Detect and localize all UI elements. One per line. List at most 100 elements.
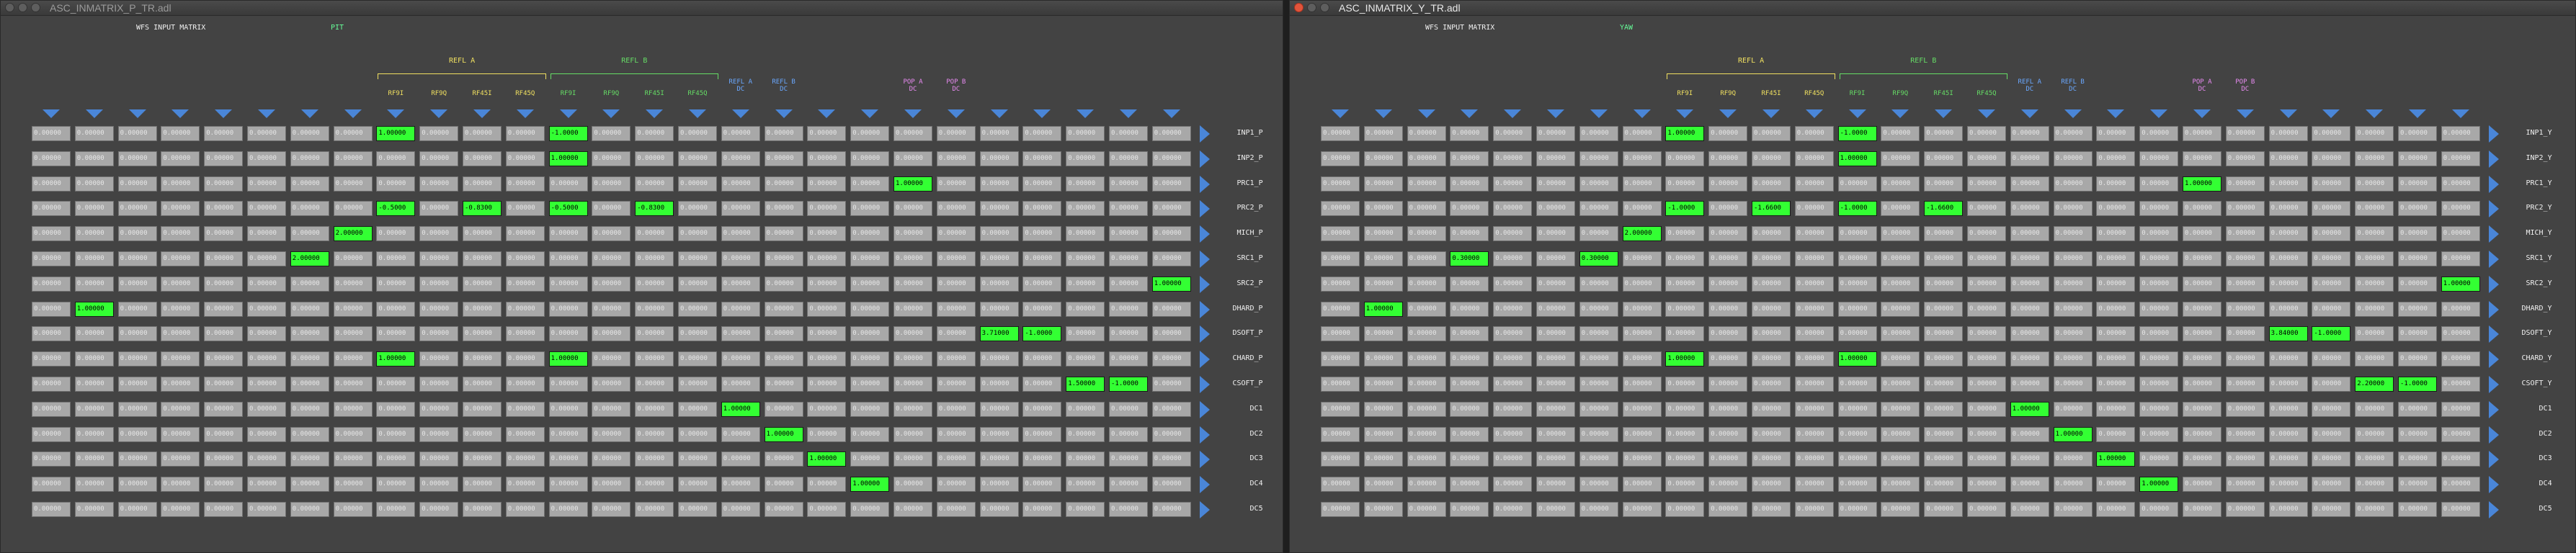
matrix-cell[interactable]: 0.00000 bbox=[1066, 451, 1105, 467]
matrix-cell[interactable]: 0.00000 bbox=[807, 477, 847, 493]
matrix-cell[interactable]: 0.00000 bbox=[1493, 276, 1533, 292]
matrix-cell[interactable]: 0.00000 bbox=[1967, 426, 2006, 442]
matrix-cell[interactable]: 0.00000 bbox=[1967, 251, 2006, 266]
matrix-cell[interactable]: 0.00000 bbox=[32, 126, 71, 141]
matrix-cell[interactable]: 0.00000 bbox=[2053, 351, 2093, 367]
matrix-cell[interactable]: 0.00000 bbox=[1450, 477, 1489, 493]
matrix-cell[interactable]: 0.00000 bbox=[463, 451, 502, 467]
column-arrow-icon[interactable] bbox=[775, 109, 793, 118]
matrix-cell[interactable]: 0.00000 bbox=[1579, 226, 1618, 242]
matrix-cell[interactable]: 0.00000 bbox=[161, 401, 200, 417]
matrix-cell[interactable]: 0.00000 bbox=[1022, 150, 1062, 166]
matrix-cell[interactable]: 0.00000 bbox=[1407, 401, 1446, 417]
matrix-cell[interactable]: 1.00000 bbox=[548, 351, 588, 367]
column-arrow-icon[interactable] bbox=[1891, 109, 1909, 118]
matrix-cell[interactable]: 0.00000 bbox=[1536, 477, 1575, 493]
matrix-cell[interactable]: 0.00000 bbox=[2268, 451, 2308, 467]
matrix-cell[interactable]: 0.00000 bbox=[505, 126, 545, 141]
matrix-cell[interactable]: 0.00000 bbox=[678, 401, 717, 417]
matrix-cell[interactable]: 0.00000 bbox=[1579, 276, 1618, 292]
matrix-cell[interactable]: 0.00000 bbox=[1151, 176, 1191, 192]
column-arrow-icon[interactable] bbox=[904, 109, 922, 118]
matrix-cell[interactable]: 3.84000 bbox=[2268, 326, 2308, 342]
matrix-cell[interactable]: 0.00000 bbox=[2183, 502, 2221, 517]
matrix-cell[interactable]: 1.00000 bbox=[376, 126, 416, 141]
matrix-cell[interactable]: 0.00000 bbox=[117, 126, 157, 141]
matrix-cell[interactable]: 0.00000 bbox=[1924, 126, 1964, 141]
matrix-cell[interactable]: 0.00000 bbox=[2398, 276, 2437, 292]
matrix-cell[interactable]: 0.00000 bbox=[419, 301, 459, 317]
row-arrow-icon[interactable] bbox=[1199, 200, 1210, 218]
matrix-cell[interactable]: 0.00000 bbox=[290, 301, 329, 317]
matrix-cell[interactable]: 0.00000 bbox=[1579, 377, 1618, 392]
matrix-cell[interactable]: 0.00000 bbox=[1881, 377, 1920, 392]
matrix-cell[interactable]: 0.00000 bbox=[463, 326, 502, 342]
matrix-cell[interactable]: 0.00000 bbox=[419, 201, 459, 217]
matrix-cell[interactable]: 0.00000 bbox=[333, 477, 373, 493]
matrix-cell[interactable]: 0.00000 bbox=[635, 426, 674, 442]
matrix-cell[interactable]: 0.00000 bbox=[764, 176, 803, 192]
matrix-cell[interactable]: 0.00000 bbox=[1151, 426, 1191, 442]
matrix-cell[interactable]: 0.00000 bbox=[333, 326, 373, 342]
column-arrow-icon[interactable] bbox=[1805, 109, 1823, 118]
row-arrow-icon[interactable] bbox=[1199, 251, 1210, 268]
matrix-cell[interactable]: 0.00000 bbox=[2268, 150, 2308, 166]
matrix-cell[interactable]: 0.00000 bbox=[1837, 377, 1877, 392]
matrix-cell[interactable]: 0.00000 bbox=[635, 150, 674, 166]
matrix-cell[interactable]: 0.00000 bbox=[1536, 502, 1575, 517]
matrix-cell[interactable]: 0.00000 bbox=[1622, 477, 1662, 493]
matrix-cell[interactable]: 0.00000 bbox=[1579, 426, 1618, 442]
matrix-cell[interactable]: 0.00000 bbox=[850, 251, 890, 266]
matrix-cell[interactable]: 0.00000 bbox=[1708, 502, 1748, 517]
column-arrow-icon[interactable] bbox=[1504, 109, 1522, 118]
matrix-cell[interactable]: 0.00000 bbox=[1837, 477, 1877, 493]
column-arrow-icon[interactable] bbox=[731, 109, 749, 118]
matrix-cell[interactable]: 0.00000 bbox=[721, 201, 760, 217]
column-arrow-icon[interactable] bbox=[344, 109, 362, 118]
matrix-cell[interactable]: 1.00000 bbox=[2183, 176, 2221, 192]
column-arrow-icon[interactable] bbox=[559, 109, 577, 118]
matrix-cell[interactable]: 0.00000 bbox=[1536, 301, 1575, 317]
matrix-cell[interactable]: 0.00000 bbox=[376, 426, 416, 442]
matrix-cell[interactable]: 0.00000 bbox=[1665, 276, 1705, 292]
matrix-cell[interactable]: 0.00000 bbox=[592, 377, 631, 392]
matrix-cell[interactable]: 0.00000 bbox=[419, 477, 459, 493]
row-arrow-icon[interactable] bbox=[2488, 125, 2499, 143]
matrix-cell[interactable]: 0.00000 bbox=[290, 150, 329, 166]
matrix-cell[interactable]: 0.00000 bbox=[463, 226, 502, 242]
matrix-cell[interactable]: 0.00000 bbox=[463, 477, 502, 493]
matrix-cell[interactable]: 0.00000 bbox=[893, 426, 932, 442]
matrix-cell[interactable]: 0.00000 bbox=[1579, 126, 1618, 141]
matrix-cell[interactable]: 0.00000 bbox=[2312, 451, 2351, 467]
column-arrow-icon[interactable] bbox=[1762, 109, 1780, 118]
matrix-cell[interactable]: 0.00000 bbox=[2139, 201, 2179, 217]
matrix-cell[interactable]: 0.00000 bbox=[2053, 176, 2093, 192]
matrix-cell[interactable]: 0.00000 bbox=[1536, 426, 1575, 442]
matrix-cell[interactable]: 0.00000 bbox=[1450, 301, 1489, 317]
matrix-cell[interactable]: 0.00000 bbox=[376, 401, 416, 417]
row-arrow-icon[interactable] bbox=[2488, 501, 2499, 518]
matrix-cell[interactable]: 0.00000 bbox=[2312, 401, 2351, 417]
matrix-cell[interactable]: 0.00000 bbox=[548, 477, 588, 493]
matrix-cell[interactable]: 0.00000 bbox=[1109, 301, 1148, 317]
matrix-cell[interactable]: 0.00000 bbox=[2183, 251, 2221, 266]
matrix-cell[interactable]: 0.00000 bbox=[1066, 201, 1105, 217]
matrix-cell[interactable]: 0.00000 bbox=[1407, 477, 1446, 493]
matrix-cell[interactable]: 0.00000 bbox=[1450, 176, 1489, 192]
matrix-cell[interactable]: 0.00000 bbox=[1321, 126, 1360, 141]
matrix-cell[interactable]: 0.00000 bbox=[2312, 301, 2351, 317]
matrix-cell[interactable]: 0.00000 bbox=[161, 126, 200, 141]
matrix-cell[interactable]: 0.00000 bbox=[936, 502, 976, 517]
matrix-cell[interactable]: 0.00000 bbox=[1493, 401, 1533, 417]
matrix-cell[interactable]: 0.00000 bbox=[850, 301, 890, 317]
column-arrow-icon[interactable] bbox=[1374, 109, 1392, 118]
matrix-cell[interactable]: 1.00000 bbox=[1151, 276, 1191, 292]
matrix-cell[interactable]: 0.00000 bbox=[1022, 377, 1062, 392]
window-titlebar[interactable]: ASC_INMATRIX_P_TR.adl bbox=[1, 1, 1283, 16]
matrix-cell[interactable]: 0.00000 bbox=[204, 126, 244, 141]
matrix-cell[interactable]: 0.00000 bbox=[1022, 451, 1062, 467]
matrix-cell[interactable]: 0.00000 bbox=[2312, 201, 2351, 217]
matrix-cell[interactable]: 0.00000 bbox=[1708, 251, 1748, 266]
matrix-cell[interactable]: 0.00000 bbox=[1109, 451, 1148, 467]
matrix-cell[interactable]: 0.00000 bbox=[764, 502, 803, 517]
